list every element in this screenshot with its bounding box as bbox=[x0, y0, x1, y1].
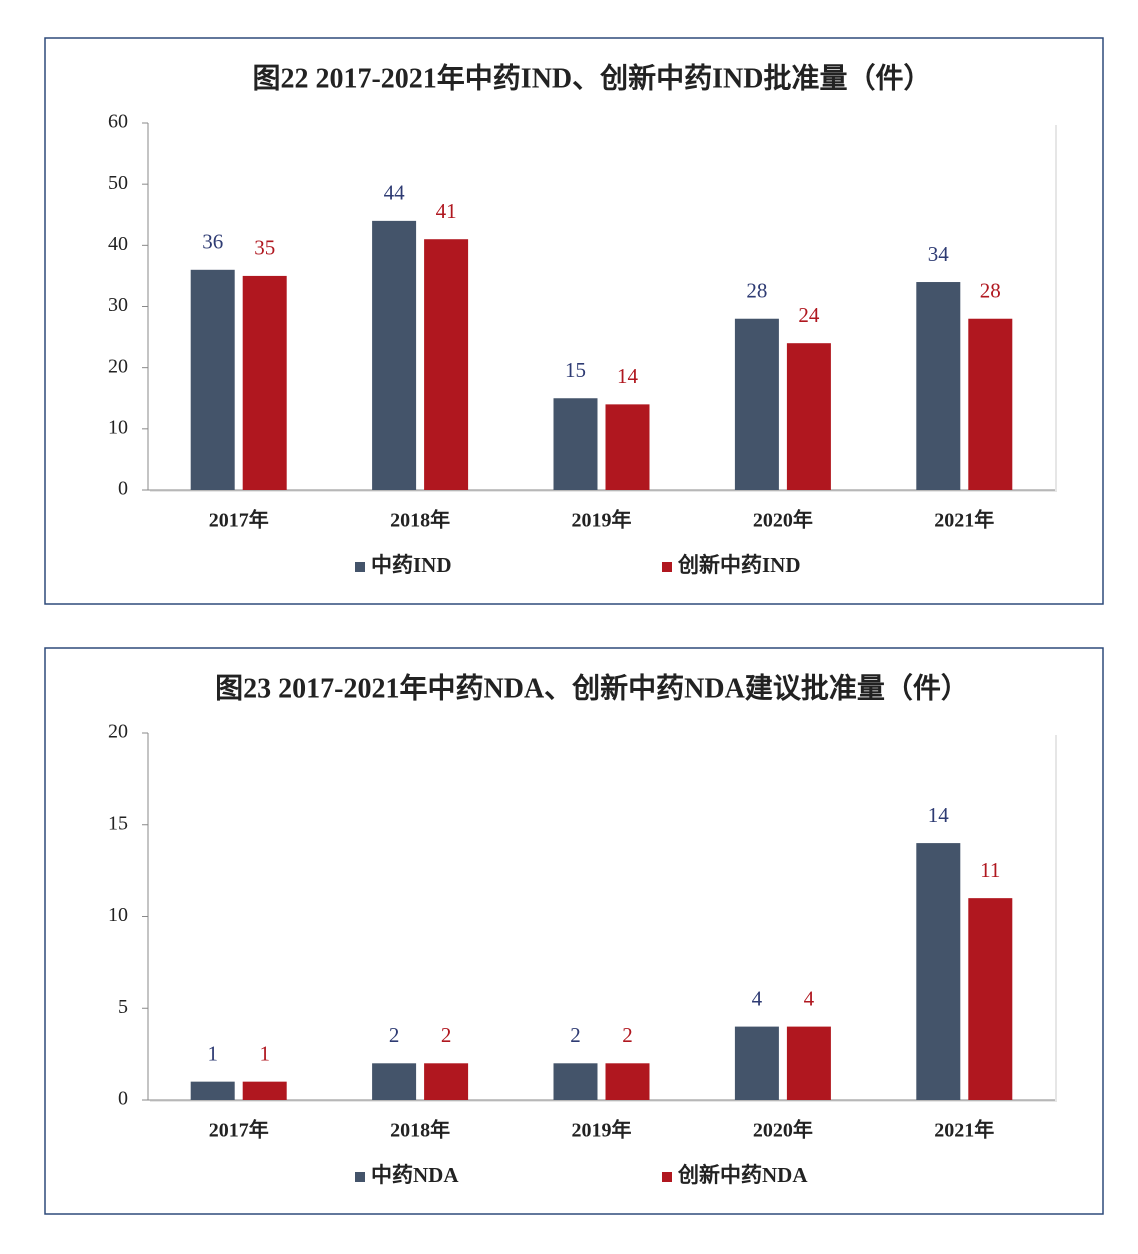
y-tick-label: 15 bbox=[108, 812, 128, 834]
value-label: 2 bbox=[622, 1023, 633, 1047]
value-label: 4 bbox=[804, 986, 815, 1010]
value-label: 2 bbox=[441, 1023, 452, 1047]
bar bbox=[553, 398, 598, 490]
y-tick-label: 20 bbox=[108, 355, 128, 377]
y-tick-label: 5 bbox=[118, 996, 128, 1018]
bar bbox=[190, 1081, 235, 1100]
value-label: 41 bbox=[436, 199, 457, 223]
y-tick-label: 10 bbox=[108, 416, 128, 438]
bar bbox=[734, 1026, 779, 1100]
bar bbox=[916, 843, 961, 1100]
value-label: 35 bbox=[254, 236, 275, 260]
y-tick-label: 20 bbox=[108, 721, 128, 743]
bar bbox=[786, 343, 831, 490]
bar bbox=[734, 318, 779, 490]
value-label: 2 bbox=[389, 1023, 400, 1047]
plot-area bbox=[148, 733, 1055, 1100]
bar bbox=[372, 220, 417, 490]
value-label: 44 bbox=[384, 181, 406, 205]
value-label: 1 bbox=[259, 1041, 270, 1065]
bar bbox=[424, 239, 469, 490]
bar bbox=[786, 1026, 831, 1100]
value-label: 24 bbox=[798, 303, 820, 327]
bar bbox=[605, 1063, 650, 1100]
chart-title: 图23 2017-2021年中药NDA、创新中药NDA建议批准量（件） bbox=[215, 671, 969, 704]
y-tick-label: 10 bbox=[108, 904, 128, 926]
legend-label: 中药NDA bbox=[371, 1163, 459, 1187]
value-label: 14 bbox=[928, 803, 950, 827]
legend-label: 创新中药NDA bbox=[677, 1163, 808, 1187]
panel-frame bbox=[44, 647, 1104, 1215]
value-label: 15 bbox=[565, 358, 586, 382]
legend-swatch bbox=[355, 562, 365, 572]
plot-area bbox=[148, 123, 1055, 490]
y-tick-label: 0 bbox=[118, 478, 128, 500]
value-label: 28 bbox=[746, 279, 767, 303]
x-tick-label: 2021年 bbox=[934, 1118, 994, 1142]
value-label: 28 bbox=[980, 279, 1001, 303]
chart-title: 图22 2017-2021年中药IND、创新中药IND批准量（件） bbox=[252, 61, 931, 94]
bar bbox=[968, 318, 1013, 490]
y-tick-label: 60 bbox=[108, 111, 128, 133]
x-tick-label: 2019年 bbox=[572, 508, 632, 532]
y-tick-label: 40 bbox=[108, 233, 128, 255]
value-label: 36 bbox=[202, 230, 223, 254]
x-tick-label: 2019年 bbox=[572, 1118, 632, 1142]
bar bbox=[242, 1081, 287, 1100]
value-label: 4 bbox=[752, 986, 763, 1010]
x-tick-label: 2020年 bbox=[753, 508, 813, 532]
x-tick-label: 2017年 bbox=[209, 508, 269, 532]
bar bbox=[190, 269, 235, 490]
legend-swatch bbox=[662, 1172, 672, 1182]
x-tick-label: 2018年 bbox=[390, 508, 450, 532]
value-label: 11 bbox=[980, 858, 1000, 882]
legend-swatch bbox=[662, 562, 672, 572]
bar bbox=[372, 1063, 417, 1100]
bar bbox=[605, 404, 650, 490]
bar bbox=[553, 1063, 598, 1100]
bar bbox=[242, 275, 287, 490]
x-tick-label: 2021年 bbox=[934, 508, 994, 532]
bar bbox=[424, 1063, 469, 1100]
y-tick-label: 30 bbox=[108, 294, 128, 316]
bar bbox=[968, 898, 1013, 1100]
value-label: 1 bbox=[207, 1041, 218, 1065]
x-tick-label: 2018年 bbox=[390, 1118, 450, 1142]
panel-frame bbox=[44, 37, 1104, 605]
value-label: 14 bbox=[617, 364, 639, 388]
value-label: 2 bbox=[570, 1023, 581, 1047]
legend-label: 中药IND bbox=[371, 553, 452, 577]
y-tick-label: 0 bbox=[118, 1088, 128, 1110]
bar bbox=[916, 282, 961, 490]
legend-swatch bbox=[355, 1172, 365, 1182]
y-tick-label: 50 bbox=[108, 172, 128, 194]
legend-label: 创新中药IND bbox=[677, 553, 801, 577]
x-tick-label: 2017年 bbox=[209, 1118, 269, 1142]
x-tick-label: 2020年 bbox=[753, 1118, 813, 1142]
value-label: 34 bbox=[928, 242, 950, 266]
